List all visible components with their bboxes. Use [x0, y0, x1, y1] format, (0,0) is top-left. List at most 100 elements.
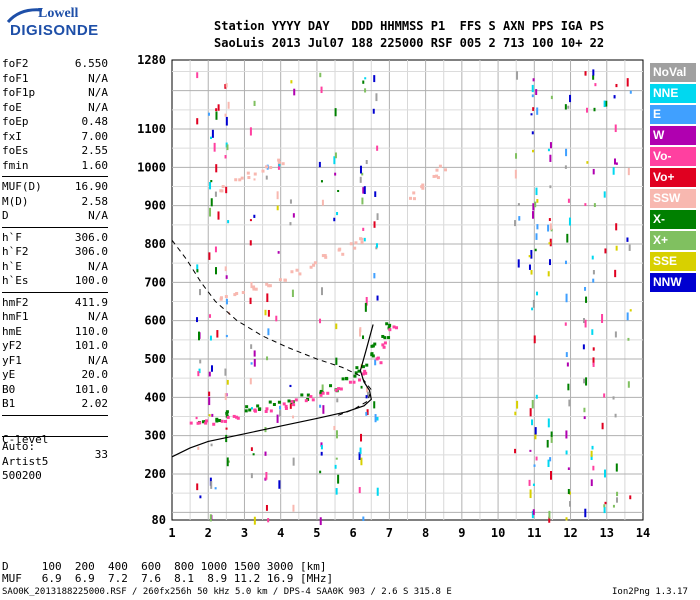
echo-speck — [252, 453, 255, 456]
echo-speck — [626, 78, 629, 87]
echo-speck — [601, 422, 604, 430]
echo-speck — [516, 400, 519, 409]
echo-speck — [358, 452, 361, 460]
trace-point — [225, 411, 229, 415]
echo-speck — [276, 414, 279, 423]
echo-speck — [614, 124, 617, 133]
echo-speck — [195, 416, 198, 420]
echo-speck — [603, 393, 606, 398]
echo-speck — [265, 504, 268, 511]
trace-point — [268, 284, 272, 288]
param-value: 110.0 — [74, 324, 108, 338]
echo-speck — [333, 217, 336, 222]
echo-speck — [550, 95, 553, 100]
echo-speck — [612, 504, 615, 508]
echo-speck — [253, 178, 256, 181]
divider — [2, 226, 108, 231]
trace-point — [283, 278, 287, 282]
trace-point — [395, 326, 399, 330]
echo-speck — [373, 401, 376, 409]
echo-speck — [603, 469, 606, 478]
echo-speck — [376, 213, 379, 221]
echo-speck — [225, 334, 228, 338]
echo-speck — [365, 411, 368, 416]
trace-point — [189, 421, 193, 425]
echo-speck — [536, 199, 539, 203]
echo-speck — [583, 416, 586, 420]
echo-speck — [549, 185, 552, 189]
param-label: yE — [2, 368, 16, 381]
echo-speck — [293, 88, 296, 96]
param-row: h`F2 306.0 — [2, 245, 172, 260]
echo-speck — [358, 487, 361, 494]
param-row: h`F 306.0 — [2, 231, 172, 246]
echo-speck — [319, 470, 322, 474]
echo-speck — [337, 189, 340, 193]
echo-speck — [516, 71, 519, 80]
echo-speck — [289, 384, 292, 388]
param-label: foEp — [2, 115, 29, 128]
trace-point — [388, 328, 392, 332]
x-tick-label: 9 — [458, 526, 465, 540]
trace-point — [247, 176, 251, 180]
trace-point — [436, 176, 440, 180]
param-value: N/A — [88, 71, 108, 85]
echo-speck — [584, 286, 587, 291]
echo-speck — [376, 416, 379, 421]
trace-point — [236, 416, 240, 420]
trace-point — [385, 322, 389, 326]
echo-speck — [627, 168, 630, 176]
echo-speck — [531, 400, 534, 409]
echo-speck — [225, 427, 228, 430]
echo-speck — [210, 443, 213, 447]
trace-point — [226, 415, 230, 419]
trace-point — [215, 419, 219, 423]
trace-point — [381, 334, 385, 338]
trace-point — [221, 185, 225, 189]
echo-speck — [362, 516, 365, 522]
trace-point — [341, 252, 345, 256]
trace-point — [212, 422, 216, 426]
echo-speck — [337, 474, 340, 484]
trace-point — [323, 254, 327, 258]
echo-speck — [592, 270, 595, 275]
echo-speck — [531, 307, 534, 311]
trace-point — [278, 278, 282, 282]
autoscaler-label: Auto: — [2, 440, 36, 453]
trace-point — [225, 410, 229, 414]
echo-speck — [592, 75, 595, 80]
echo-speck — [613, 158, 616, 165]
echo-speck — [359, 447, 362, 455]
echo-speck — [531, 419, 534, 426]
echo-speck — [375, 246, 378, 250]
echo-speck — [585, 296, 588, 303]
echo-speck — [594, 83, 597, 87]
echo-speck — [614, 413, 617, 418]
echo-speck — [569, 501, 572, 507]
echo-speck — [591, 255, 594, 260]
trace-point — [338, 247, 342, 251]
echo-speck — [548, 510, 551, 519]
echo-speck — [591, 445, 594, 450]
param-value: 101.0 — [74, 339, 108, 352]
param-label: MUF(D) — [2, 180, 42, 193]
echo-speck — [534, 427, 537, 435]
param-row: hmF2 411.9 — [2, 296, 172, 311]
echo-speck — [518, 216, 521, 221]
trace-point — [408, 196, 412, 200]
echo-speck — [215, 108, 218, 112]
echo-speck — [565, 293, 568, 303]
x-tick-label: 2 — [205, 526, 212, 540]
echo-speck — [253, 516, 256, 525]
echo-speck — [373, 273, 376, 279]
echo-speck — [215, 267, 218, 275]
trace-point — [354, 371, 358, 375]
echo-speck — [226, 144, 229, 151]
echo-speck — [528, 264, 531, 270]
param-label: h`E — [2, 259, 22, 273]
param-value: N/A — [88, 259, 108, 273]
echo-speck — [514, 448, 517, 454]
echo-speck — [211, 129, 214, 138]
echo-speck — [530, 249, 533, 259]
